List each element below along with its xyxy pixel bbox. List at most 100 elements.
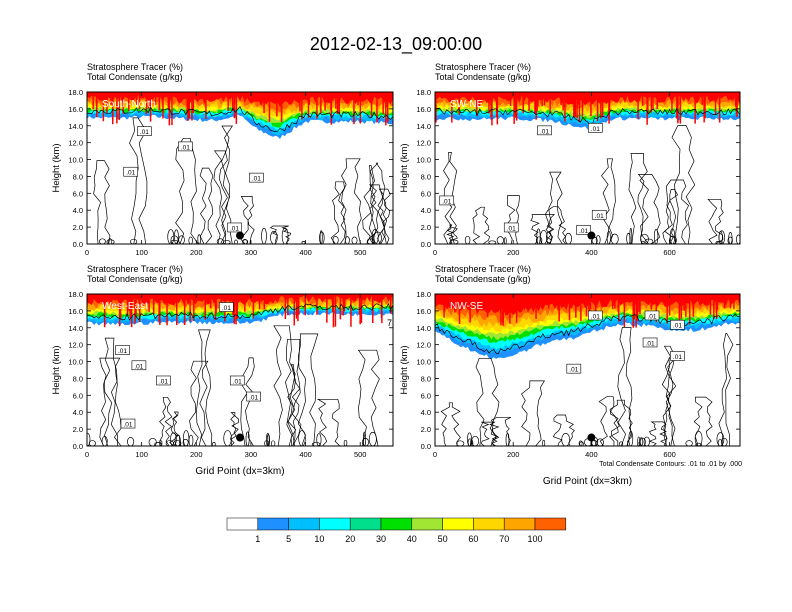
tracer-spike (134, 294, 136, 324)
tracer-spike (694, 92, 696, 124)
tracer-spike (633, 294, 635, 320)
tracer-spike (92, 92, 94, 110)
condensate-contours (87, 302, 393, 446)
tracer-spike (685, 294, 687, 317)
contour-label-box (566, 363, 582, 374)
tracer-spike (276, 92, 278, 117)
x-axis-label: Grid Point (dx=3km) (543, 476, 632, 487)
tracer-spike (268, 92, 271, 122)
contour-plume (369, 162, 386, 244)
tracer-spike (162, 92, 164, 119)
y-tick-label: 14.0 (416, 122, 431, 131)
tracer-spike (295, 294, 298, 319)
tracer-spike (575, 294, 577, 318)
contour-label: .01 (647, 313, 656, 320)
tracer-spike (580, 294, 582, 321)
contour-plume (609, 399, 633, 446)
contour-loop (727, 236, 733, 244)
contour-loop (301, 241, 306, 244)
tracer-spike (733, 294, 735, 309)
tracer-spike (258, 294, 261, 310)
tracer-spike (191, 92, 193, 121)
x-tick-label: 100 (135, 450, 148, 459)
tracer-spike (149, 92, 151, 108)
contour-plume (169, 411, 182, 446)
tracer-spike (128, 294, 131, 312)
tracer-spike (210, 294, 212, 309)
tracer-spike (281, 92, 283, 118)
tracer-spike (490, 92, 492, 118)
y-tick-label: 12.0 (68, 139, 83, 148)
tracer-spike (548, 294, 550, 309)
tracer-spike (515, 294, 518, 324)
tracer-spike (235, 92, 238, 124)
tracer-spike (147, 92, 150, 109)
tracer-spike (588, 294, 590, 315)
tracer-field (435, 92, 740, 131)
tracer-spike (376, 92, 378, 123)
contour-plume (129, 117, 148, 244)
condensate-contours (435, 313, 740, 446)
tracer-spike (718, 92, 721, 123)
contour-label: .01 (181, 144, 190, 151)
contour-plume (693, 396, 713, 446)
contour-label-box (588, 123, 603, 133)
colorbar-label: 40 (407, 534, 417, 544)
tracer-spike (360, 294, 363, 323)
tracer-spike (496, 92, 499, 125)
colorbar-box (226, 517, 259, 531)
tracer-spike (188, 92, 190, 119)
contour-plume (443, 152, 458, 244)
tracer-spike (316, 92, 318, 119)
contour-label-box (670, 319, 685, 330)
x-tick-label: 500 (354, 450, 367, 459)
tracer-spike (527, 294, 529, 312)
contour-label-box (644, 310, 660, 321)
tracer-spike (641, 92, 644, 106)
x-tick-label: 200 (190, 248, 203, 257)
contour-plume (330, 181, 346, 244)
contour-plume (213, 150, 228, 244)
tracer-spike (692, 294, 695, 317)
y-tick-label: 10.0 (416, 358, 431, 367)
colorbar-label: 1 (255, 534, 260, 544)
contour-loop (101, 436, 108, 446)
panel-nw-se: Stratosphere Tracer (%)Total Condensate … (399, 264, 742, 487)
colorbar-box (349, 517, 382, 531)
tracer-spike (714, 92, 717, 116)
tracer-spike (235, 294, 237, 325)
y-tick-label: 14.0 (68, 324, 83, 333)
tracer-spike (205, 92, 207, 119)
contour-plume (718, 332, 734, 446)
location-marker (587, 231, 596, 240)
tracer-spike (578, 92, 581, 123)
tracer-field (435, 294, 740, 360)
tracer-spike (118, 92, 120, 120)
tracer-spike (103, 294, 106, 328)
tracer-spike (232, 92, 234, 111)
contour-label-box (537, 125, 552, 136)
panel-title-condensate: Total Condensate (g/kg) (435, 274, 531, 284)
contour-loop (332, 236, 339, 244)
tracer-spike (145, 92, 147, 115)
tracer-spike (635, 294, 637, 328)
panel-title-condensate: Total Condensate (g/kg) (87, 274, 183, 284)
contour-label-box (156, 375, 171, 386)
tracer-spike (608, 92, 610, 124)
contour-plume (521, 380, 546, 446)
contour-loop (578, 440, 583, 446)
contour-label: .01 (230, 225, 239, 232)
colorbar-box (473, 517, 505, 531)
tracer-spike (514, 92, 517, 118)
contour-tropopause (435, 107, 740, 126)
y-tick-label: 2.0 (73, 425, 83, 434)
contour-plume (662, 189, 679, 244)
tracer-spike (263, 92, 265, 113)
y-tick-label: 2.0 (73, 223, 83, 232)
tracer-spike (316, 294, 318, 315)
panel-title-condensate: Total Condensate (g/kg) (87, 72, 183, 82)
contour-label: .01 (123, 422, 132, 429)
contour-label: .01 (252, 176, 261, 183)
contour-loop (469, 439, 474, 446)
